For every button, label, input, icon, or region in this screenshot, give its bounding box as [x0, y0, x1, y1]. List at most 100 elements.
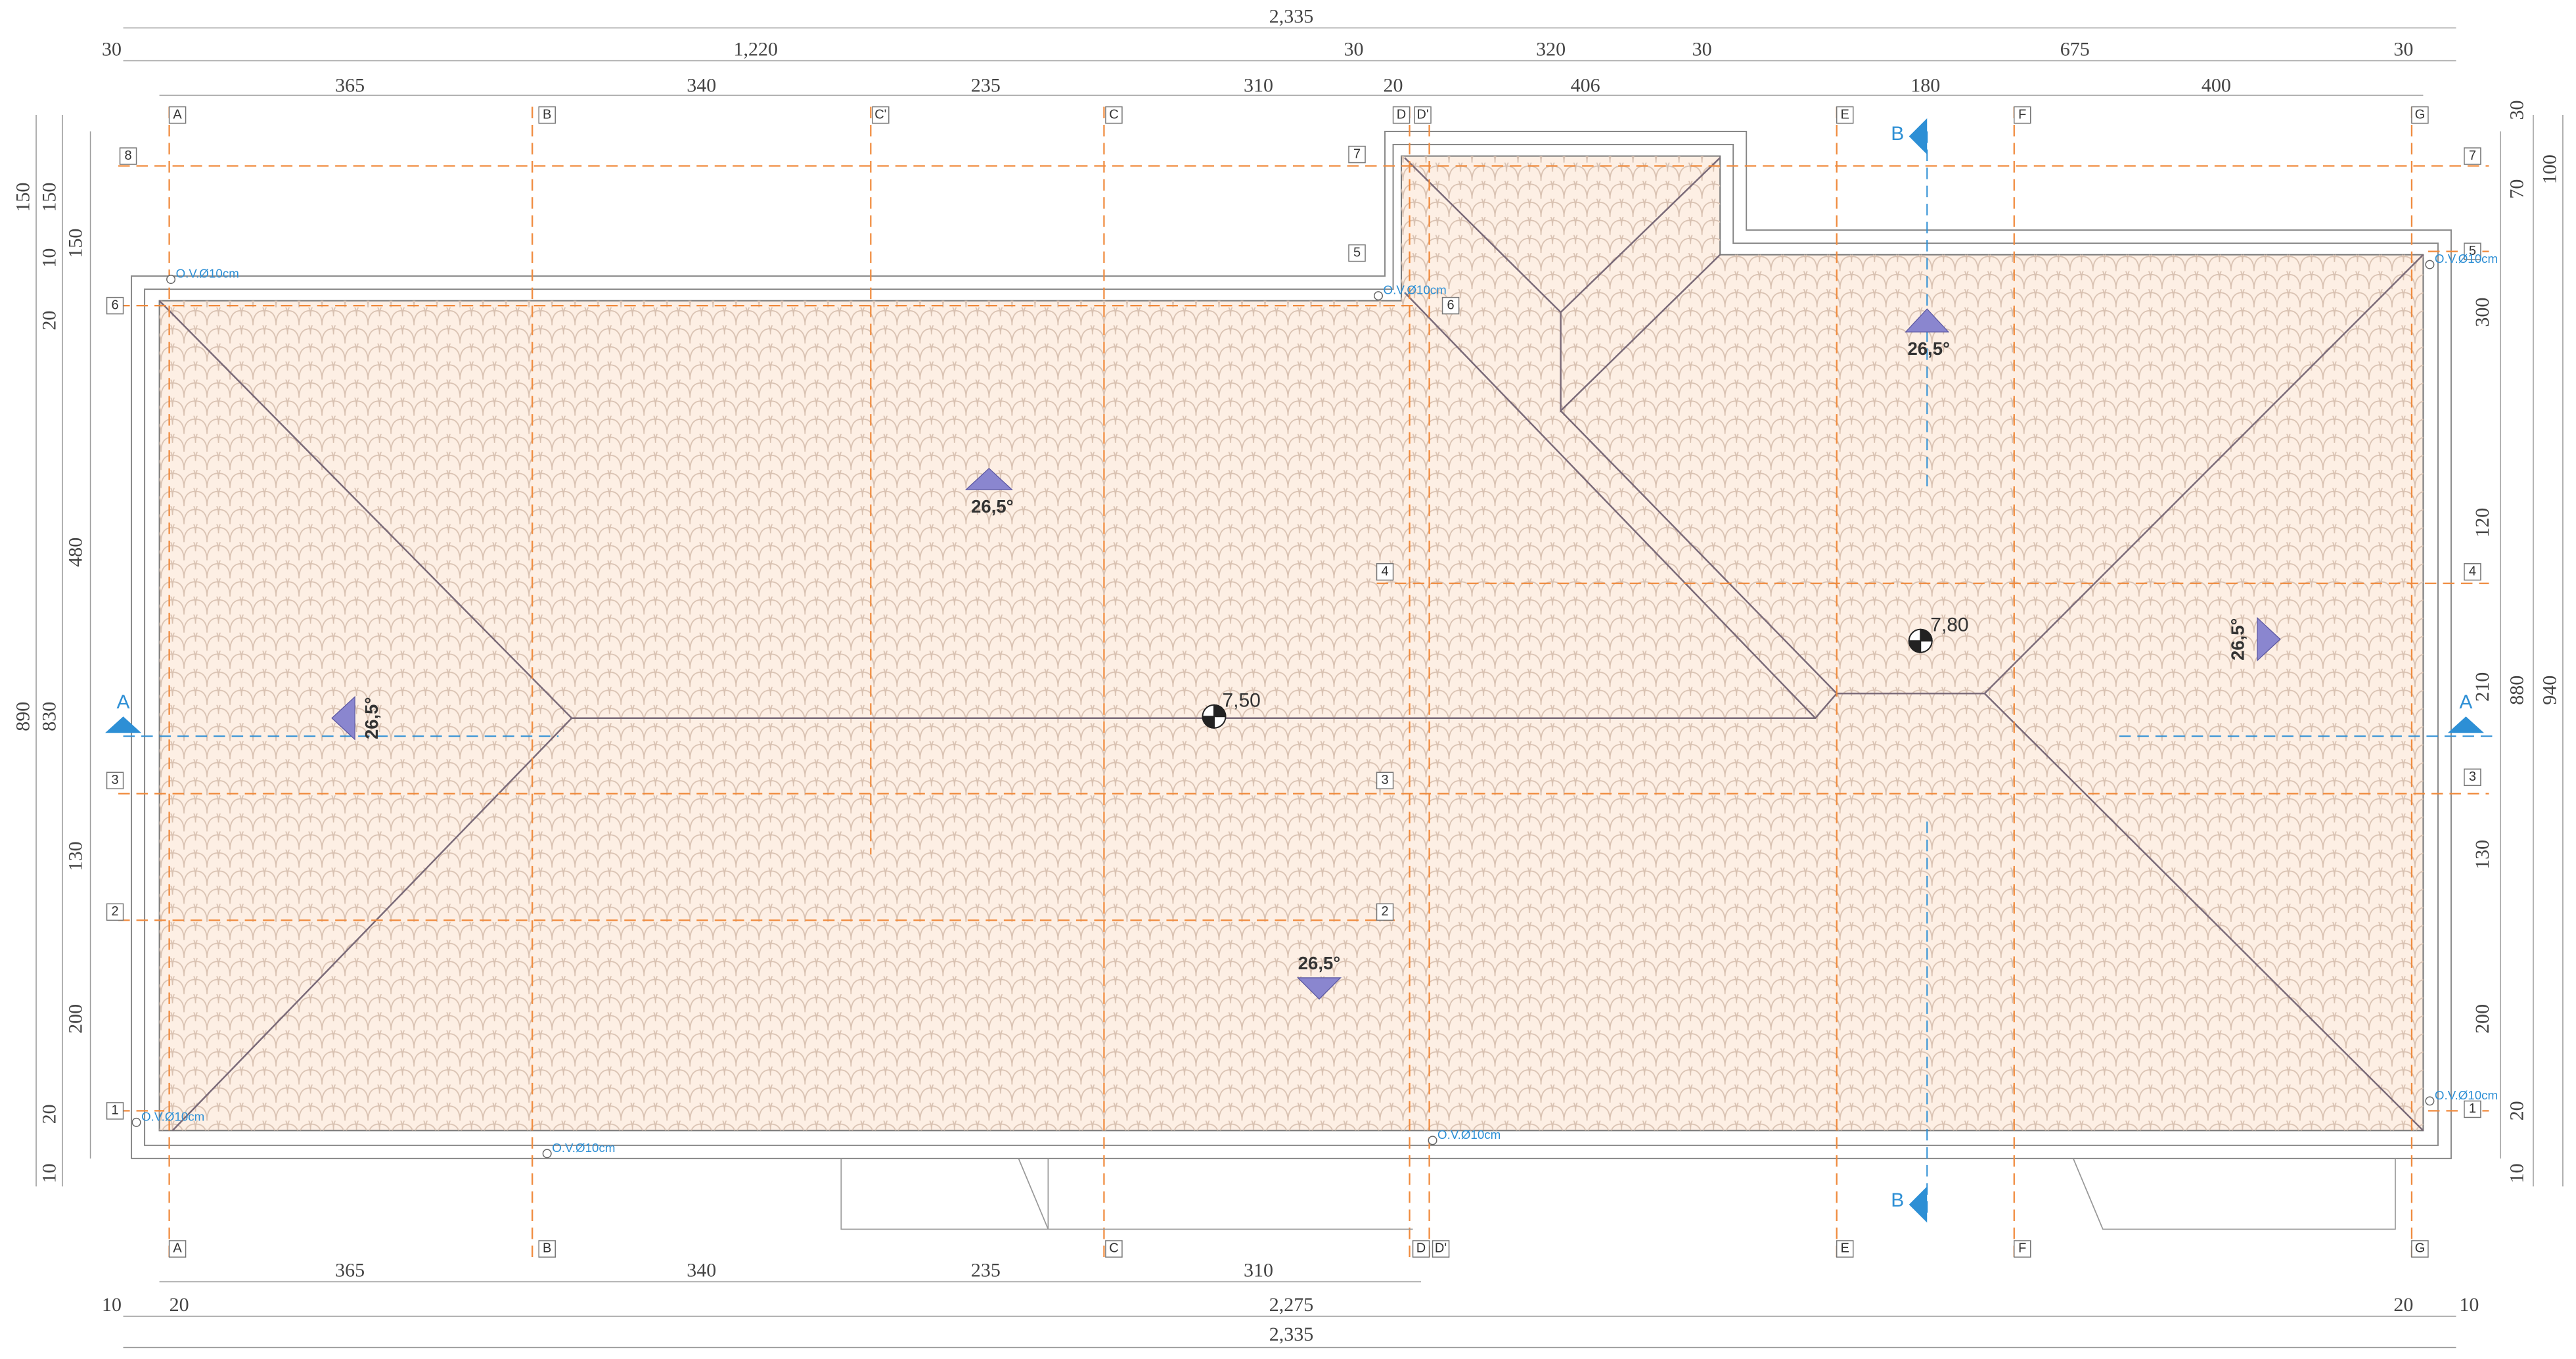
dimension-label: 310 — [1244, 74, 1273, 96]
eave-outline — [131, 131, 2452, 1159]
dimension-label: 940 — [2539, 676, 2560, 705]
grid-label: B — [543, 107, 551, 122]
grid-label: C — [1109, 1241, 1118, 1256]
dimension-label: 406 — [1571, 74, 1600, 96]
dimension-label: 890 — [12, 702, 34, 731]
dimension-label: 235 — [971, 1259, 1001, 1281]
dimension-label: 30 — [102, 38, 122, 60]
dimension-label: 30 — [2393, 38, 2413, 60]
slope-label: 26,5° — [1907, 338, 1950, 359]
dimension-label: 400 — [2202, 74, 2231, 96]
grid-label: 7 — [1353, 147, 1361, 161]
dimension-label: 30 — [1344, 38, 1364, 60]
grid-bubble — [1392, 106, 1411, 124]
grid-label: 6 — [112, 298, 119, 312]
dimension-label: 130 — [2472, 840, 2493, 869]
grid-bubble — [1836, 1240, 1854, 1258]
dimension-label: 20 — [38, 311, 60, 331]
grid-label: E — [1841, 107, 1849, 122]
dimension-label: 340 — [687, 74, 716, 96]
grid-bubble — [2464, 768, 2481, 787]
drain — [2425, 260, 2435, 269]
grid-label: C' — [874, 107, 886, 122]
grid-bubble — [1376, 772, 1394, 790]
dimension-label: 300 — [2472, 298, 2493, 327]
grid-label: B — [543, 1241, 551, 1256]
section-label: A — [2459, 691, 2472, 713]
grid-bubble — [2464, 1100, 2481, 1118]
stairs — [840, 1158, 2396, 1230]
grid-bubble — [538, 106, 556, 124]
drain-label: O.V.Ø10cm — [2435, 252, 2498, 265]
grid-label: 6 — [1447, 298, 1454, 312]
dimension-label: 10 — [38, 1163, 60, 1183]
drain-label: O.V.Ø10cm — [552, 1141, 615, 1155]
dimension-label: 480 — [64, 538, 86, 567]
slope-label: 26,5° — [971, 496, 1014, 517]
dimension-label: 365 — [335, 1259, 365, 1281]
grid-bubble — [2014, 106, 2031, 124]
drain — [2425, 1096, 2435, 1106]
grid-label: 1 — [2469, 1101, 2476, 1116]
dimension-label: 20 — [2393, 1294, 2413, 1316]
grid-bubble — [2411, 1240, 2429, 1258]
grid-bubble — [1412, 1240, 1430, 1258]
grid-bubble — [168, 106, 187, 124]
drain — [166, 275, 176, 285]
drain-label: O.V.Ø10cm — [1437, 1128, 1501, 1141]
dimension-label: 2,335 — [1269, 1324, 1314, 1345]
grid-label: F — [2018, 107, 2026, 122]
grid-label: D' — [1416, 107, 1428, 122]
dimension-label: 10 — [2459, 1294, 2479, 1316]
dimension-label: 120 — [2472, 508, 2493, 538]
dimension-label: 2,335 — [1269, 5, 1314, 27]
roof-surface — [158, 155, 2424, 1132]
section-label: B — [1891, 1189, 1904, 1211]
grid-bubble — [106, 1102, 124, 1120]
dimension-lines — [35, 27, 2564, 1348]
section-label: B — [1891, 123, 1904, 145]
grid-label: 5 — [1353, 245, 1361, 260]
drain-label: O.V.Ø10cm — [2435, 1088, 2498, 1102]
drain-label: O.V.Ø10cm — [141, 1109, 204, 1123]
grid-bubble — [1348, 244, 1366, 262]
grid-label: 3 — [1381, 773, 1388, 787]
grid-label: 1 — [112, 1103, 119, 1118]
dimension-label: 2,275 — [1269, 1294, 1314, 1316]
axis-lines — [118, 106, 2497, 1257]
dimension-label: 20 — [2506, 1101, 2527, 1120]
dimension-label: 675 — [2060, 38, 2090, 60]
grid-label: A — [173, 1241, 182, 1256]
dimension-label: 1,220 — [734, 38, 779, 60]
dimension-label: 150 — [38, 183, 60, 212]
drain — [1374, 291, 1384, 301]
grid-bubble — [1414, 106, 1432, 124]
grid-label: 4 — [2469, 564, 2476, 578]
grid-bubble — [1432, 1240, 1450, 1258]
dimension-label: 200 — [2472, 1004, 2493, 1034]
drain — [131, 1117, 141, 1127]
dimension-label: 830 — [38, 702, 60, 731]
dimension-label: 180 — [1910, 74, 1940, 96]
grid-bubble — [2464, 147, 2481, 165]
grid-label: C — [1109, 107, 1118, 122]
dimension-label: 100 — [2539, 154, 2560, 184]
grid-label: D' — [1435, 1241, 1447, 1256]
grid-label: 3 — [2469, 770, 2476, 784]
elevation-markers — [1202, 628, 1933, 729]
grid-bubble — [2464, 242, 2481, 260]
grid-bubble — [538, 1240, 556, 1258]
grid-label: D — [1397, 107, 1406, 122]
grid-label: G — [2415, 107, 2426, 122]
drain-label: O.V.Ø10cm — [176, 267, 239, 281]
dimension-label: 210 — [2472, 672, 2493, 702]
grid-bubble — [2411, 106, 2429, 124]
grid-label: G — [2415, 1241, 2426, 1256]
grid-bubble — [1348, 145, 1366, 164]
grid-label: 2 — [112, 904, 119, 919]
dimension-label: 10 — [102, 1294, 122, 1316]
grid-bubble — [2014, 1240, 2031, 1258]
dimension-label: 30 — [1692, 38, 1712, 60]
grid-bubble — [1105, 106, 1123, 124]
